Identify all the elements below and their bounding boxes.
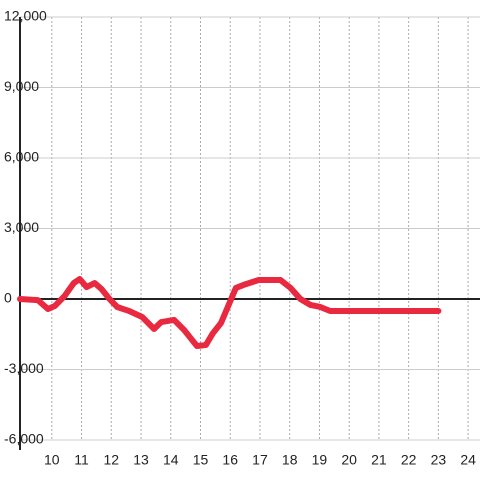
x-tick-label: 19: [312, 452, 328, 468]
x-tick-label: 22: [401, 452, 417, 468]
y-tick-label: 3,000: [4, 219, 39, 235]
y-tick-label: 6,000: [4, 149, 39, 165]
y-tick-label: 0: [4, 290, 12, 306]
line-series: [17, 276, 442, 349]
x-tick-label: 21: [371, 452, 387, 468]
x-tick-label: 24: [460, 452, 476, 468]
x-tick-label: 14: [163, 452, 179, 468]
y-tick-label: -6,000: [4, 431, 44, 447]
x-tick-label: 15: [193, 452, 209, 468]
x-tick-label: 16: [222, 452, 238, 468]
x-tick-label: 12: [103, 452, 119, 468]
x-tick-label: 13: [133, 452, 149, 468]
x-tick-label: 18: [282, 452, 298, 468]
x-tick-label: 20: [341, 452, 357, 468]
y-tick-label: -3,000: [4, 360, 44, 376]
x-tick-label: 10: [44, 452, 60, 468]
y-tick-label: 9,000: [4, 78, 39, 94]
x-tick-label: 11: [74, 452, 89, 468]
x-tick-label: 23: [431, 452, 447, 468]
y-tick-label: 12,000: [4, 8, 47, 24]
x-tick-label: 17: [252, 452, 268, 468]
